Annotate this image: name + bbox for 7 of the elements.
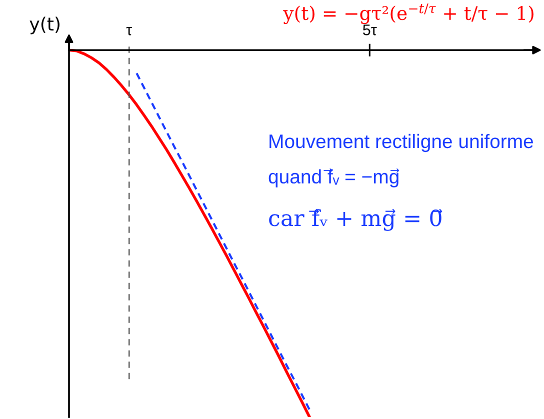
annotation: car f⃗ᵥ + mg⃗ = 0⃗ <box>269 209 442 231</box>
x-tick-label: 5τ <box>362 24 377 36</box>
chart-title: y(t) = −gτ²(e$^{−t/τ}$ + t/τ − 1) <box>283 4 534 24</box>
x-tick-label: τ <box>126 27 132 36</box>
annotation: quand f⃗ᵥ = −mg⃗ <box>268 168 400 188</box>
annotation: Mouvement rectiligne uniforme <box>270 134 533 152</box>
y-axis-title: y(t) <box>30 16 60 34</box>
